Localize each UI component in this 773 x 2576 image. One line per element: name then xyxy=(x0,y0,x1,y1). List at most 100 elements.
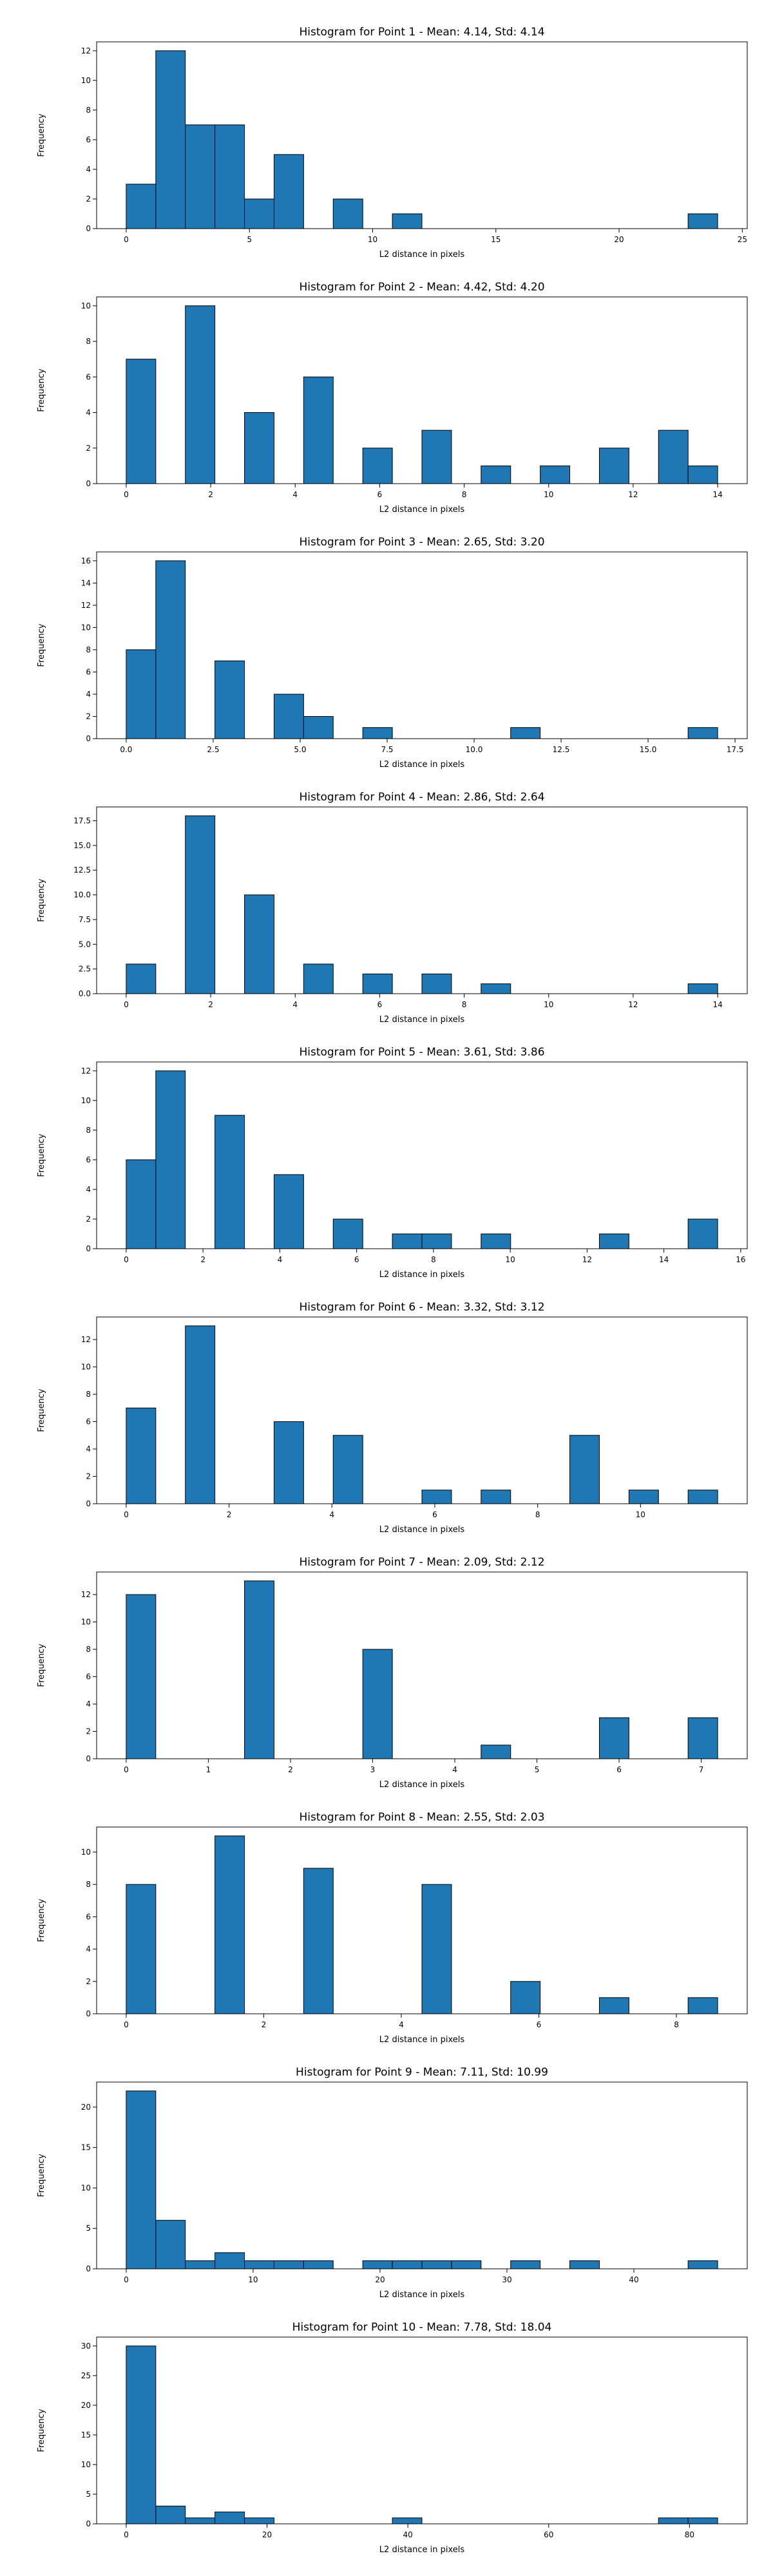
x-tick-label: 0 xyxy=(124,2275,129,2284)
histogram-bar xyxy=(126,963,157,994)
histogram-bar xyxy=(598,1717,629,1759)
x-tick-label: 2.5 xyxy=(207,745,219,754)
x-tick-label: 12.5 xyxy=(553,745,570,754)
x-tick-label: 15.0 xyxy=(640,745,657,754)
y-axis-label: Frequency xyxy=(37,878,46,922)
x-axis-label: L2 distance in pixels xyxy=(379,2290,465,2300)
y-tick-label: 2 xyxy=(86,1727,91,1736)
histogram-bar xyxy=(185,1325,216,1504)
axes-frame xyxy=(96,1826,748,2014)
x-axis-label: L2 distance in pixels xyxy=(379,250,465,260)
x-tick-label: 6 xyxy=(377,1000,383,1009)
x-tick-label: 0.0 xyxy=(120,745,132,754)
histogram-bar xyxy=(126,1407,157,1504)
histogram-bar xyxy=(126,1159,157,1249)
y-tick-label: 16 xyxy=(81,556,91,565)
y-tick-label: 14 xyxy=(81,578,91,587)
histogram-bar xyxy=(598,1233,629,1249)
histogram-bar xyxy=(540,465,571,484)
y-tick-label: 6 xyxy=(86,1912,91,1921)
chart-title: Histogram for Point 3 - Mean: 2.65, Std:… xyxy=(299,536,544,549)
y-tick-label: 10 xyxy=(81,76,91,85)
histogram-bar xyxy=(215,2252,245,2269)
x-tick-label: 7.5 xyxy=(381,745,393,754)
histogram-bar xyxy=(481,1233,511,1249)
y-tick-label: 25 xyxy=(81,2371,91,2380)
x-tick-label: 10 xyxy=(505,1255,515,1264)
y-tick-label: 4 xyxy=(86,165,91,174)
y-tick-label: 17.5 xyxy=(73,816,91,825)
chart-title: Histogram for Point 10 - Mean: 7.78, Std… xyxy=(292,2321,552,2334)
x-tick-label: 2 xyxy=(262,2020,267,2029)
histogram-bar xyxy=(421,2260,452,2269)
y-tick-label: 10 xyxy=(81,1848,91,1857)
histogram-bar xyxy=(155,2220,186,2269)
histogram-bar xyxy=(155,50,186,229)
histogram-bar xyxy=(392,2517,423,2524)
x-tick-label: 8 xyxy=(535,1510,540,1519)
histogram-panel-6: Histogram for Point 6 - Mean: 3.32, Std:… xyxy=(37,1301,748,1535)
x-tick-label: 0 xyxy=(124,1765,129,1774)
y-tick-label: 2 xyxy=(86,1215,91,1224)
x-tick-label: 20 xyxy=(375,2275,385,2284)
histogram-bar xyxy=(126,184,157,229)
axes-frame xyxy=(96,551,748,739)
x-tick-label: 12 xyxy=(628,490,638,499)
x-tick-label: 30 xyxy=(502,2275,511,2284)
histogram-bar xyxy=(332,1218,363,1249)
histogram-bar xyxy=(687,727,718,739)
histogram-bar xyxy=(687,1717,718,1759)
histogram-bar xyxy=(421,1884,452,2014)
x-tick-label: 4 xyxy=(329,1510,334,1519)
y-tick-label: 0 xyxy=(86,2009,91,2018)
x-tick-label: 4 xyxy=(278,1255,283,1264)
histogram-bar xyxy=(185,2260,216,2269)
histogram-bar xyxy=(658,2517,689,2524)
histogram-panel-9: Histogram for Point 9 - Mean: 7.11, Std:… xyxy=(37,2066,748,2300)
x-tick-label: 7 xyxy=(699,1765,704,1774)
histogram-bar xyxy=(185,124,216,229)
chart-title: Histogram for Point 4 - Mean: 2.86, Std:… xyxy=(299,791,544,804)
histogram-bar xyxy=(687,465,718,484)
x-axis-label: L2 distance in pixels xyxy=(379,2545,465,2555)
y-axis-label: Frequency xyxy=(37,368,46,412)
y-tick-label: 4 xyxy=(86,1945,91,1954)
y-tick-label: 7.5 xyxy=(79,915,91,924)
x-tick-label: 14 xyxy=(712,490,722,499)
histogram-bar xyxy=(244,895,274,994)
y-tick-label: 8 xyxy=(86,1126,91,1135)
x-tick-label: 2 xyxy=(208,490,213,499)
histogram-bar xyxy=(481,465,511,484)
histogram-panel-3: Histogram for Point 3 - Mean: 2.65, Std:… xyxy=(37,536,748,770)
histogram-bar xyxy=(244,2517,274,2524)
y-tick-label: 8 xyxy=(86,1390,91,1399)
axes-frame xyxy=(96,296,748,484)
histogram-bar xyxy=(332,198,363,229)
x-tick-label: 6 xyxy=(616,1765,622,1774)
x-tick-label: 4 xyxy=(292,1000,298,1009)
x-tick-label: 0 xyxy=(124,490,129,499)
histogram-bar xyxy=(303,963,334,994)
x-tick-label: 5 xyxy=(535,1765,540,1774)
y-tick-label: 10 xyxy=(81,1096,91,1105)
x-tick-label: 8 xyxy=(462,490,467,499)
y-axis-label: Frequency xyxy=(37,623,46,667)
y-tick-label: 12 xyxy=(81,1335,91,1344)
histogram-panel-1: Histogram for Point 1 - Mean: 4.14, Std:… xyxy=(37,26,748,260)
x-tick-label: 40 xyxy=(629,2275,638,2284)
histogram-panel-4: Histogram for Point 4 - Mean: 2.86, Std:… xyxy=(37,791,748,1025)
histogram-bar xyxy=(126,1594,157,1759)
y-tick-label: 0 xyxy=(86,2519,91,2528)
y-tick-label: 5 xyxy=(86,2224,91,2233)
y-tick-label: 10 xyxy=(81,301,91,310)
histogram-bar xyxy=(185,305,216,484)
y-tick-label: 12 xyxy=(81,601,91,610)
y-tick-label: 6 xyxy=(86,667,91,676)
x-tick-label: 3 xyxy=(370,1765,376,1774)
histogram-bar xyxy=(687,2260,718,2269)
histogram-bar xyxy=(362,2260,393,2269)
histogram-bar xyxy=(687,213,718,229)
histogram-bar xyxy=(451,2260,482,2269)
histogram-panel-5: Histogram for Point 5 - Mean: 3.61, Std:… xyxy=(37,1046,748,1280)
